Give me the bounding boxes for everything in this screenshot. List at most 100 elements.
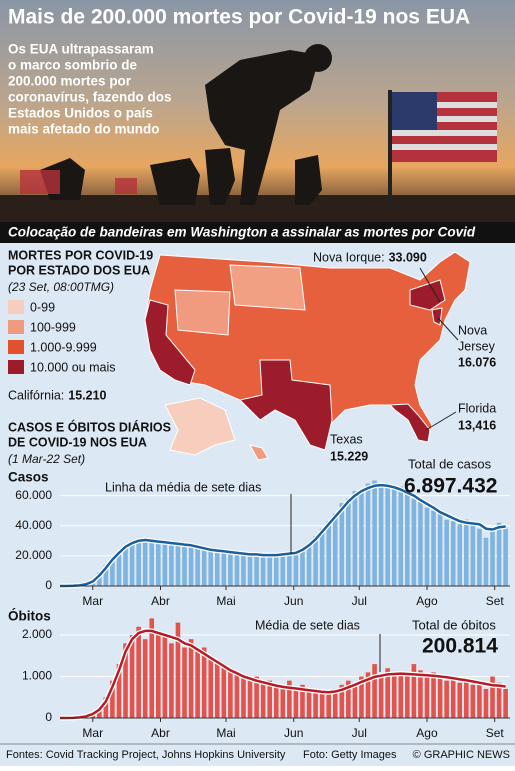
bar — [136, 627, 141, 718]
bar — [130, 541, 135, 586]
bar — [228, 668, 233, 718]
legend-label: 10.000 ou mais — [30, 360, 115, 374]
bar — [451, 521, 456, 586]
bar — [477, 529, 482, 586]
bar — [477, 681, 482, 718]
bar — [339, 503, 344, 586]
bar — [222, 551, 227, 586]
callout-name: Califórnia: — [8, 388, 64, 402]
x-tick-label: Jun — [284, 594, 303, 608]
x-tick-label: Mar — [82, 726, 103, 740]
callout-name: Florida — [458, 401, 496, 415]
bar — [261, 683, 266, 718]
bar — [398, 487, 403, 586]
bar — [294, 554, 299, 586]
bar — [215, 551, 220, 586]
x-tick-label: Jul — [352, 726, 367, 740]
bar — [457, 524, 462, 586]
bar — [372, 481, 377, 586]
callout-value: 33.090 — [389, 250, 427, 264]
bar — [156, 631, 161, 718]
y-tick-label: 0 — [45, 710, 52, 724]
bar — [202, 647, 207, 718]
bar — [241, 554, 246, 586]
bar — [471, 685, 476, 718]
callout-value: 15.210 — [68, 388, 106, 402]
callout-name: Jersey — [458, 339, 496, 353]
bar — [359, 493, 364, 586]
subtitle-line: mais afetado do mundo — [8, 122, 160, 137]
bar — [425, 677, 430, 718]
bar — [169, 643, 174, 718]
photo-caption: Colocação de bandeiras em Washington a a… — [8, 225, 476, 240]
x-tick-label: Ago — [416, 594, 438, 608]
bar — [261, 556, 266, 586]
x-tick-label: Jul — [352, 594, 367, 608]
bar — [202, 548, 207, 586]
map-title: POR ESTADO DOS EUA — [8, 263, 150, 277]
x-tick-label: Mai — [216, 726, 235, 740]
bar — [431, 672, 436, 718]
subtitle-line: o marco sombrio de — [8, 58, 138, 73]
x-tick-label: Ago — [416, 726, 438, 740]
bar — [274, 556, 279, 586]
bar — [189, 544, 194, 586]
x-tick-label: Set — [486, 594, 505, 608]
subtitle-line: coronavírus, fazendo dos — [8, 90, 172, 105]
legend-swatch — [8, 320, 24, 334]
legend-label: 1.000-9.999 — [30, 340, 97, 354]
bar — [425, 508, 430, 586]
bar — [385, 484, 390, 586]
bar — [464, 679, 469, 718]
bar — [438, 514, 443, 586]
bar — [326, 691, 331, 718]
bar — [503, 529, 508, 586]
bar — [398, 674, 403, 718]
bar — [333, 514, 338, 586]
bar — [418, 502, 423, 586]
total-value: 200.814 — [422, 635, 498, 658]
bar — [379, 487, 384, 586]
bar — [484, 689, 489, 718]
bar — [208, 550, 213, 586]
bar — [392, 672, 397, 718]
sources: Fontes: Covid Tracking Project, Johns Ho… — [6, 749, 286, 761]
bar — [294, 689, 299, 718]
bar — [379, 677, 384, 718]
bar — [143, 639, 148, 718]
x-tick-label: Mar — [82, 594, 103, 608]
bar — [248, 556, 253, 586]
callout-name: Nova Iorque: — [313, 250, 385, 264]
subtitle-line: Estados Unidos o país — [8, 106, 153, 121]
bar — [281, 687, 286, 718]
bar — [195, 547, 200, 586]
subtitle-line: 200.000 mortes por — [8, 74, 132, 89]
bar — [222, 664, 227, 718]
bar — [274, 685, 279, 718]
bar — [405, 677, 410, 718]
bar — [248, 681, 253, 718]
x-tick-label: Abr — [151, 594, 170, 608]
bar — [372, 664, 377, 718]
bar — [326, 521, 331, 586]
bar — [149, 539, 154, 586]
bar — [195, 652, 200, 718]
bar — [143, 541, 148, 586]
copyright: © GRAPHIC NEWS — [413, 749, 510, 761]
legend-swatch — [8, 300, 24, 314]
total-label: Total de casos — [408, 456, 492, 471]
legend-label: 100-999 — [30, 320, 76, 334]
x-tick-label: Mai — [216, 594, 235, 608]
bar — [444, 681, 449, 718]
x-tick-label: Set — [486, 726, 505, 740]
annotation: Média de sete dias — [255, 618, 360, 632]
bar — [208, 656, 213, 718]
bar — [307, 691, 312, 718]
bar — [431, 511, 436, 586]
bar — [471, 523, 476, 586]
bar — [241, 677, 246, 718]
bar — [163, 541, 168, 586]
x-tick-label: Jun — [284, 726, 303, 740]
bar — [346, 499, 351, 586]
